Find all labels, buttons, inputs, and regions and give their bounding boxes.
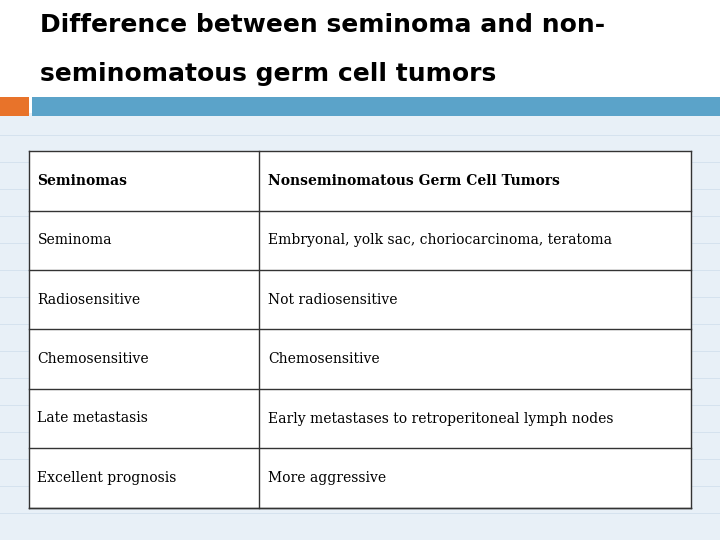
Text: Late metastasis: Late metastasis [37,411,148,426]
Text: Seminoma: Seminoma [37,233,112,247]
Text: Not radiosensitive: Not radiosensitive [268,293,397,307]
Bar [0,97,29,116]
Text: Excellent prognosis: Excellent prognosis [37,471,177,485]
Bar [29,151,691,508]
Bar [0,0,720,113]
Bar [32,97,720,116]
Text: Early metastases to retroperitoneal lymph nodes: Early metastases to retroperitoneal lymp… [268,411,613,426]
Text: Chemosensitive: Chemosensitive [268,352,379,366]
Text: seminomatous germ cell tumors: seminomatous germ cell tumors [40,62,496,86]
Text: Embryonal, yolk sac, choriocarcinoma, teratoma: Embryonal, yolk sac, choriocarcinoma, te… [268,233,612,247]
Text: Chemosensitive: Chemosensitive [37,352,149,366]
Text: Radiosensitive: Radiosensitive [37,293,140,307]
Text: Nonseminomatous Germ Cell Tumors: Nonseminomatous Germ Cell Tumors [268,174,559,188]
Text: More aggressive: More aggressive [268,471,386,485]
Text: Seminomas: Seminomas [37,174,127,188]
Text: Difference between seminoma and non-: Difference between seminoma and non- [40,14,605,37]
